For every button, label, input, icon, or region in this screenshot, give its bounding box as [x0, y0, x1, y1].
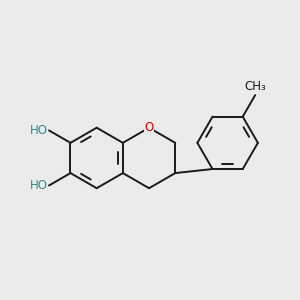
- Text: CH₃: CH₃: [244, 80, 266, 93]
- Text: HO: HO: [29, 124, 47, 137]
- Text: HO: HO: [29, 179, 47, 192]
- Text: O: O: [144, 121, 154, 134]
